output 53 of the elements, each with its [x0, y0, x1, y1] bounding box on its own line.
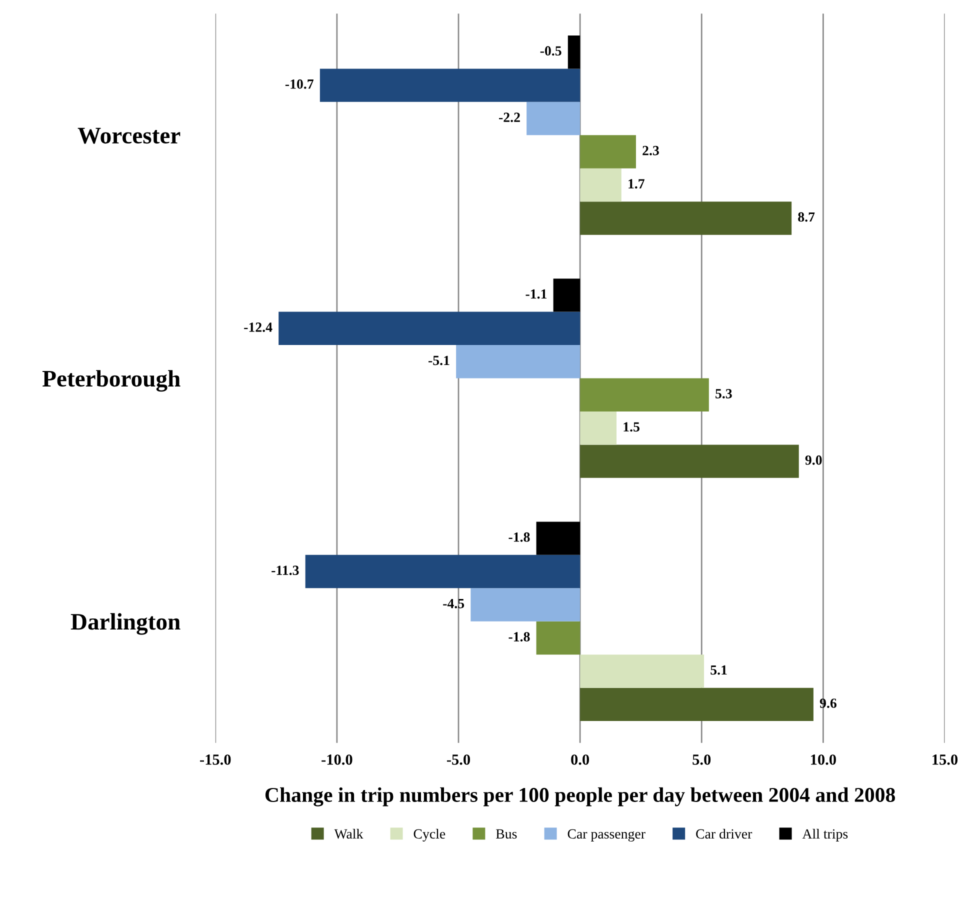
data-label: 8.7 [798, 212, 815, 222]
bar [580, 378, 709, 412]
data-label: -4.5 [443, 598, 464, 608]
bar [470, 588, 580, 622]
data-label: -5.1 [428, 356, 450, 366]
bar [536, 621, 580, 655]
bar [536, 522, 580, 555]
data-label: -1.8 [508, 632, 530, 642]
bar [320, 68, 580, 102]
x-tick-label: 15.0 [932, 754, 958, 765]
data-label: -2.2 [499, 112, 520, 122]
x-tick-label: -10.0 [322, 754, 352, 765]
y-tick-label: Darlington [70, 613, 180, 635]
data-label: 9.6 [820, 698, 836, 708]
data-label: -12.4 [244, 322, 272, 332]
bar [305, 554, 580, 588]
bar [580, 135, 636, 168]
bar [580, 202, 792, 235]
bar [278, 312, 580, 346]
data-label: -1.1 [526, 289, 547, 299]
data-label: -1.8 [508, 532, 530, 542]
bar [580, 411, 617, 445]
x-tick-label: 5.0 [692, 754, 711, 765]
bar [580, 444, 799, 478]
legend-label: Car passenger [568, 829, 646, 842]
data-label: -10.7 [285, 79, 314, 89]
bar [580, 654, 704, 688]
data-label: 9.0 [805, 455, 822, 465]
bar [580, 168, 622, 202]
bar [456, 345, 580, 378]
y-tick-label: Peterborough [42, 370, 180, 392]
legend-label: Cycle [414, 828, 446, 842]
data-label: 5.3 [716, 389, 732, 398]
bar [568, 35, 580, 69]
legend-label: Car driver [696, 828, 752, 839]
legend-label: Bus [496, 829, 517, 839]
x-tick-label: 0.0 [571, 754, 590, 765]
data-label: 5.1 [710, 665, 727, 675]
legend-label: Walk [334, 828, 364, 839]
x-tick-label: -15.0 [200, 754, 231, 765]
data-label: 1.5 [624, 422, 640, 432]
legend-label: All trips [802, 828, 848, 842]
data-label: 2.3 [642, 146, 659, 156]
data-label: -11.3 [272, 566, 299, 576]
y-tick-label: Worcester [78, 128, 180, 144]
x-axis-title: Change in trip numbers per 100 people per day between 2004 and 2008 [265, 787, 895, 806]
data-label: -0.5 [540, 46, 562, 56]
bar [580, 688, 814, 722]
x-tick-label: -5.0 [446, 754, 470, 765]
x-tick-label: 10.0 [811, 754, 836, 765]
data-label: 1.7 [628, 179, 644, 189]
bar [526, 102, 580, 136]
bar [553, 278, 580, 312]
